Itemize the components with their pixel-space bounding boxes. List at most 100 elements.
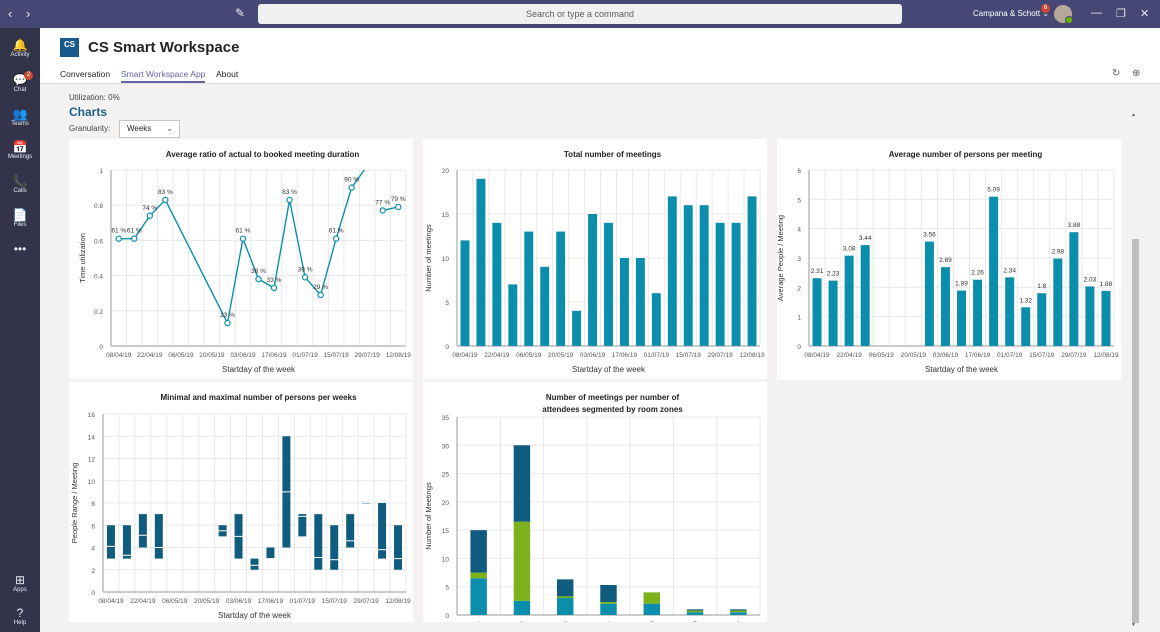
phone-icon: 📞 xyxy=(12,174,28,188)
data-point xyxy=(239,235,247,242)
stacked-bar-segment xyxy=(470,578,487,615)
bar xyxy=(460,240,470,346)
x-tick-label: 20/05/19 xyxy=(199,352,225,359)
main-content: CS CS Smart Workspace Conversation Smart… xyxy=(40,28,1160,632)
bar xyxy=(812,278,822,346)
x-tick-label: 01/07/19 xyxy=(290,598,316,605)
range-bar xyxy=(314,514,323,570)
x-tick-label: 22/04/19 xyxy=(484,352,510,359)
rail-item-more[interactable]: ••• xyxy=(0,242,40,256)
rail-item-label: Help xyxy=(13,620,27,626)
bar xyxy=(747,196,757,346)
data-label: 29 % xyxy=(313,284,328,291)
range-bar xyxy=(378,503,387,559)
x-tick-label: 03/06/19 xyxy=(580,352,606,359)
minimize-icon[interactable]: — xyxy=(1091,7,1102,19)
chevron-down-icon: ⌄ xyxy=(166,124,173,133)
chat-badge: 2 xyxy=(24,71,33,80)
bar xyxy=(844,255,854,346)
rail-item-chat[interactable]: 💬 Chat 2 xyxy=(0,71,40,93)
rail-item-label: Apps xyxy=(13,587,27,593)
search-input[interactable]: Search or type a command xyxy=(258,4,902,24)
rail-item-help[interactable]: ? Help xyxy=(0,606,40,626)
avatar[interactable] xyxy=(1054,5,1073,24)
range-bar xyxy=(394,525,403,570)
globe-icon[interactable]: ⊕ xyxy=(1132,68,1141,79)
chart-title: Total number of meetings xyxy=(564,150,662,159)
range-bar xyxy=(154,514,163,559)
x-tick-label: 22/04/19 xyxy=(137,352,163,359)
x-tick-label: 12/08/19 xyxy=(1093,352,1119,359)
rail-item-label: Meetings xyxy=(7,154,33,160)
y-tick-label: 30 xyxy=(442,443,450,450)
x-tick-label: 15/07/19 xyxy=(676,352,702,359)
y-axis-label: Time utilization xyxy=(78,233,87,283)
bar xyxy=(1021,307,1031,346)
org-notification-badge: 6 xyxy=(1041,4,1050,13)
bar xyxy=(476,178,486,346)
tab-about[interactable]: About xyxy=(216,69,239,79)
calendar-icon: 📅 xyxy=(12,140,28,154)
tab-smart-workspace-app[interactable]: Smart Workspace App xyxy=(121,69,206,83)
chart-card-ratio: Average ratio of actual to booked meetin… xyxy=(69,139,413,379)
x-tick-label: 08/04/19 xyxy=(804,352,830,359)
chart-title: Number of meetings per number of xyxy=(546,393,680,402)
scroll-down-icon[interactable]: ▼ xyxy=(1131,622,1136,628)
attendees-stacked-bar-chart: Number of meetings per number of attendee… xyxy=(424,393,761,622)
data-label: 33 % xyxy=(267,277,282,284)
data-label: 2.98 xyxy=(1051,249,1064,256)
x-axis-label: Startday of the week xyxy=(572,365,646,374)
chart-card-minmax: Minimal and maximal number of persons pe… xyxy=(69,382,413,622)
data-label: 1.89 xyxy=(955,281,968,288)
range-bar xyxy=(330,525,339,570)
apps-icon: ⊞ xyxy=(14,573,26,587)
data-point xyxy=(379,207,386,214)
stacked-bar-segment xyxy=(730,609,747,611)
data-label: 90 % xyxy=(344,177,359,184)
x-tick-label: 12/08/19 xyxy=(739,352,765,359)
data-label: 1.32 xyxy=(1019,297,1032,304)
compose-icon[interactable]: ✎ xyxy=(235,6,246,20)
y-tick-label: 1 xyxy=(797,315,801,322)
bar xyxy=(556,231,566,346)
stacked-bar-segment xyxy=(686,609,704,611)
rail-item-calls[interactable]: 📞 Calls xyxy=(0,174,40,194)
forward-arrow-icon[interactable]: › xyxy=(26,6,31,21)
chart-title: Average ratio of actual to booked meetin… xyxy=(166,150,360,159)
refresh-icon[interactable]: ↻ xyxy=(1112,68,1121,79)
granularity-select[interactable]: Weeks ⌄ xyxy=(119,120,180,138)
rail-item-activity[interactable]: 🔔 Activity xyxy=(0,38,40,58)
rail-item-meetings[interactable]: 📅 Meetings xyxy=(0,140,40,160)
data-label: 1.8 xyxy=(1037,283,1046,290)
x-tick-label: 03/06/19 xyxy=(230,352,256,359)
close-icon[interactable]: ✕ xyxy=(1140,8,1150,20)
rail-item-label: Activity xyxy=(10,52,30,58)
scroll-up-icon[interactable]: ▲ xyxy=(1131,112,1136,118)
y-tick-label: 0.6 xyxy=(94,238,103,245)
y-tick-label: 0 xyxy=(91,590,95,597)
stacked-bar-segment xyxy=(470,572,487,579)
range-bar xyxy=(122,525,131,559)
chart-title: Minimal and maximal number of persons pe… xyxy=(160,393,357,402)
org-switcher[interactable]: Campana & Schott ⌄ xyxy=(973,9,1050,18)
back-arrow-icon[interactable]: ‹ xyxy=(8,6,13,21)
rail-item-files[interactable]: 📄 Files xyxy=(0,208,40,228)
bar xyxy=(731,222,741,346)
x-tick-label: 17/06/19 xyxy=(258,598,284,605)
chat-icon: 💬 xyxy=(12,73,28,87)
x-axis-label: Startday of the week xyxy=(218,611,292,620)
total-meetings-bar-chart: Total number of meetings 0 5 10 15 20 Startday… xyxy=(424,150,765,374)
bar xyxy=(940,267,950,346)
tab-conversation[interactable]: Conversation xyxy=(60,69,111,79)
y-axis-label: Average People / Meeting xyxy=(777,215,785,301)
stacked-bar-segment xyxy=(556,596,574,599)
y-tick-label: 20 xyxy=(442,168,450,175)
y-axis-label: Number of Meetings xyxy=(424,482,433,550)
data-point xyxy=(162,196,169,204)
rail-item-teams[interactable]: 👥 Teams xyxy=(0,107,40,127)
scrollbar-thumb[interactable] xyxy=(1132,239,1139,623)
maximize-icon[interactable]: ❐ xyxy=(1116,8,1126,20)
rail-item-apps[interactable]: ⊞ Apps xyxy=(0,573,40,593)
y-tick-label: 12 xyxy=(88,457,96,464)
y-tick-label: 0.2 xyxy=(94,309,103,316)
